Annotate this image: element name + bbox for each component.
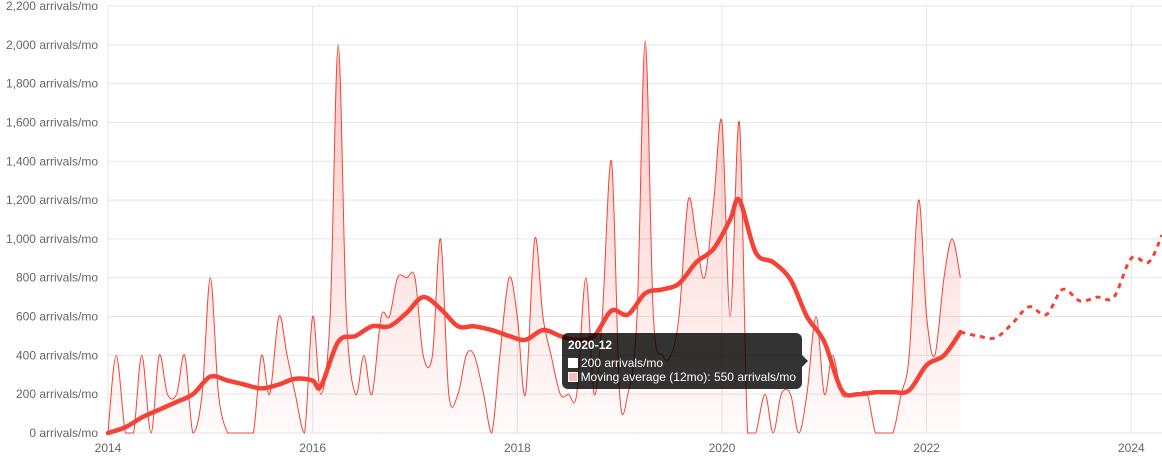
tooltip-caret: [802, 355, 808, 367]
y-tick-label: 1,000 arrivals/mo: [6, 232, 98, 246]
y-tick-label: 0 arrivals/mo: [29, 426, 98, 440]
x-tick-label: 2024: [1118, 441, 1145, 455]
y-tick-label: 1,800 arrivals/mo: [6, 77, 98, 91]
arrivals-line: [107, 40, 961, 434]
tooltip-row-text: Moving average (12mo): 550 arrivals/mo: [580, 370, 796, 384]
tooltip-row-moving-average: Moving average (12mo): 550 arrivals/mo: [568, 370, 796, 384]
y-tick-label: 2,000 arrivals/mo: [6, 38, 98, 52]
y-tick-label: 400 arrivals/mo: [16, 348, 98, 362]
tooltip-swatch-moving-average: [568, 372, 578, 382]
moving-average-line: [105, 196, 963, 436]
tooltip-row-thin: 200 arrivals/mo: [568, 356, 796, 370]
x-tick-label: 2014: [95, 441, 122, 455]
tooltip-title: 2020-12: [568, 338, 613, 352]
plot-area: [105, 40, 1162, 436]
x-tick-label: 2016: [299, 441, 326, 455]
y-tick-label: 2,200 arrivals/mo: [6, 0, 98, 13]
tooltip-swatch-thin: [568, 358, 578, 368]
tooltip: 2020-12 200 arrivals/mo Moving average (…: [562, 333, 808, 389]
x-tick-label: 2018: [504, 441, 531, 455]
forecast-dashed-line: [960, 234, 1162, 341]
y-tick-label: 1,400 arrivals/mo: [6, 154, 98, 168]
x-axis: 2014 2016 2018 2020 2022 2024: [95, 441, 1145, 455]
y-tick-label: 200 arrivals/mo: [16, 387, 98, 401]
y-tick-label: 1,200 arrivals/mo: [6, 193, 98, 207]
y-tick-label: 800 arrivals/mo: [16, 271, 98, 285]
y-tick-label: 1,600 arrivals/mo: [6, 115, 98, 129]
x-tick-label: 2020: [709, 441, 736, 455]
y-tick-label: 600 arrivals/mo: [16, 310, 98, 324]
y-axis: 0 arrivals/mo 200 arrivals/mo 400 arrivals…: [6, 0, 98, 440]
x-tick-label: 2022: [913, 441, 940, 455]
tooltip-row-text: 200 arrivals/mo: [581, 356, 664, 370]
arrivals-area-fill: [108, 40, 961, 434]
